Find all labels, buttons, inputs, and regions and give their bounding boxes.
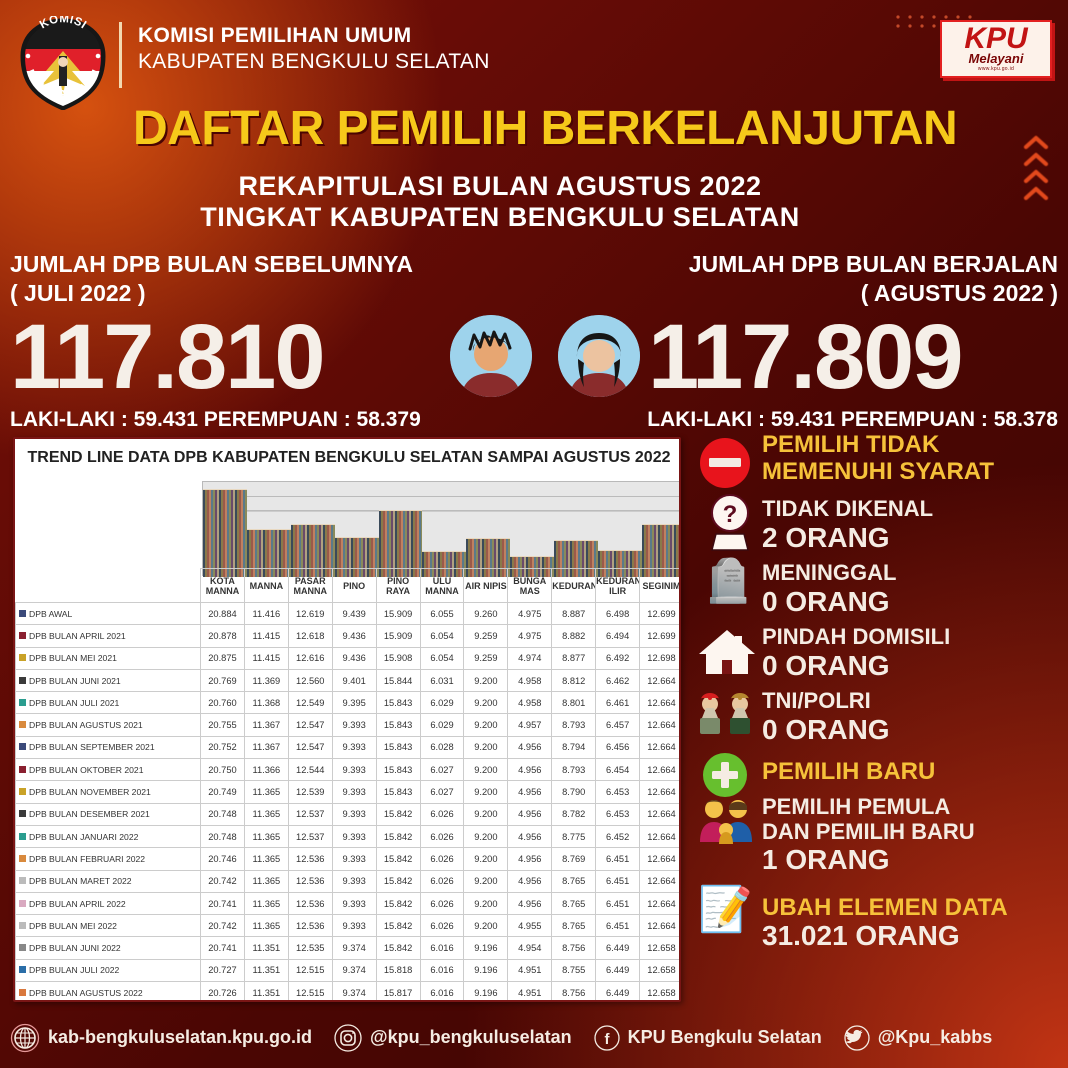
svg-text:?: ? (723, 501, 738, 528)
svg-text:f: f (604, 1031, 610, 1048)
